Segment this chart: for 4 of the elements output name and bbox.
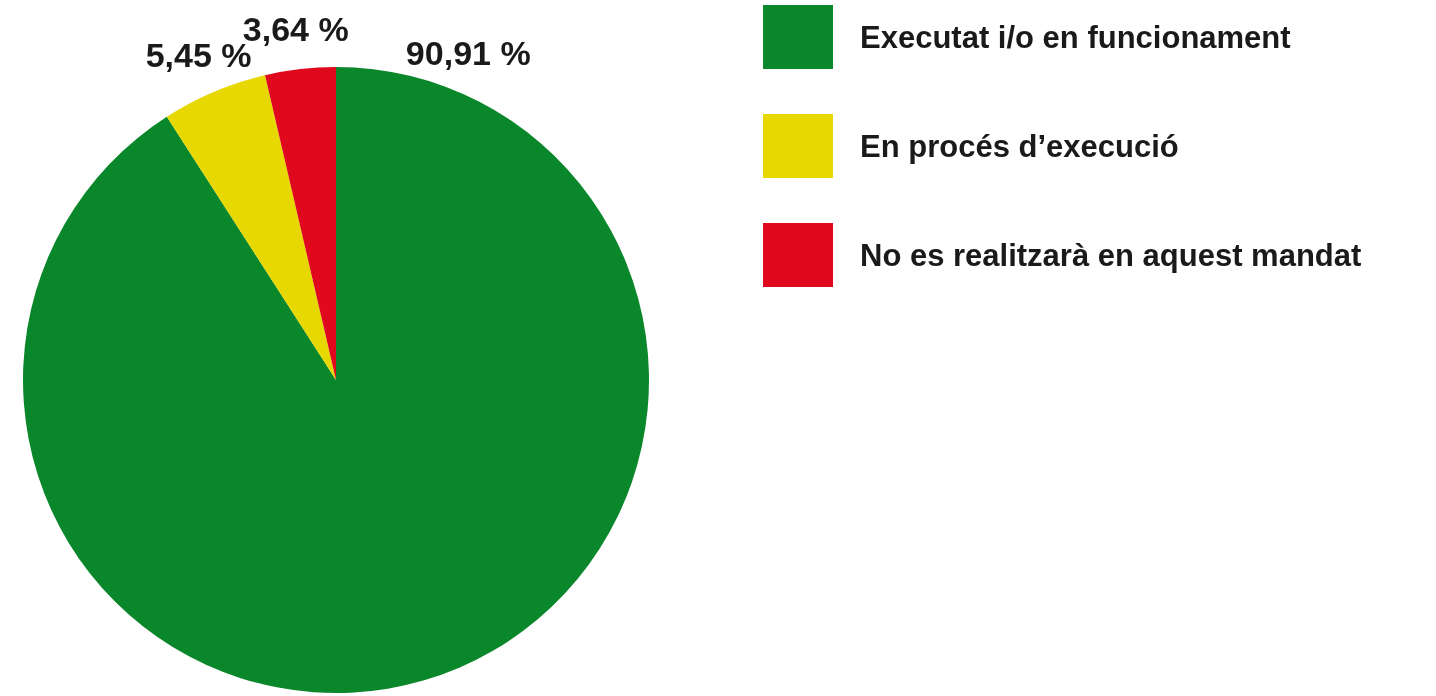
legend-label: No es realitzarà en aquest mandat: [860, 237, 1362, 273]
legend-label: Executat i/o en funcionament: [860, 19, 1291, 55]
data-label: 90,91 %: [405, 33, 531, 72]
legend-label: En procés d’execució: [860, 128, 1179, 164]
